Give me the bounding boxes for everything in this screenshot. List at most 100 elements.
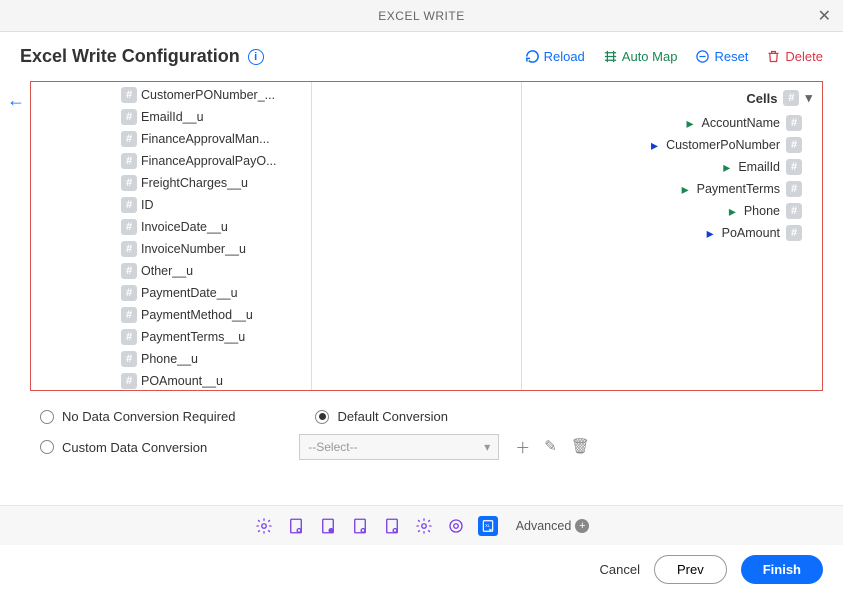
source-field-label: EmailId__u — [141, 110, 204, 124]
source-field[interactable]: #Phone__u — [121, 348, 331, 370]
target-field[interactable]: ▸AccountName# — [651, 112, 802, 134]
source-field[interactable]: # FinanceApprovalMan... — [121, 128, 331, 150]
source-field-label: PaymentMethod__u — [141, 308, 253, 322]
hash-icon: # — [121, 263, 137, 279]
select-placeholder: --Select-- — [308, 440, 357, 454]
page-arrow-icon[interactable] — [350, 516, 370, 536]
arrow-icon: ▸ — [686, 115, 693, 132]
target-field-label: CustomerPoNumber — [666, 138, 780, 152]
automap-button[interactable]: Auto Map — [603, 49, 678, 64]
hash-icon: # — [786, 137, 802, 153]
radio-no-data-conversion[interactable]: No Data Conversion Required — [40, 409, 235, 424]
target-field[interactable]: ▸Phone# — [651, 200, 802, 222]
radio-icon — [315, 410, 329, 424]
reset-label: Reset — [714, 49, 748, 64]
edit-icon[interactable]: ✎ — [544, 437, 557, 458]
delete-button[interactable]: Delete — [766, 49, 823, 64]
radio-icon — [40, 440, 54, 454]
info-icon[interactable]: i — [248, 49, 264, 65]
select-actions: ＋ ✎ 🗑 — [515, 437, 590, 458]
source-field[interactable]: #InvoiceDate__u — [121, 216, 331, 238]
arrow-icon: ▸ — [707, 225, 714, 242]
source-field-label: Phone__u — [141, 352, 198, 366]
source-field[interactable]: #PaymentTerms__u — [121, 326, 331, 348]
delete-label: Delete — [785, 49, 823, 64]
radio-label: Custom Data Conversion — [62, 440, 207, 455]
target-field[interactable]: ▸PoAmount# — [651, 222, 802, 244]
trash-icon[interactable]: 🗑 — [571, 437, 590, 458]
arrow-icon: ▸ — [682, 181, 689, 198]
prev-button[interactable]: Prev — [654, 555, 727, 584]
config-title: Excel Write Configuration — [20, 46, 240, 67]
close-icon[interactable]: ✕ — [818, 6, 831, 26]
hash-icon: # — [121, 285, 137, 301]
page-icon[interactable] — [286, 516, 306, 536]
back-arrow-icon[interactable]: ← — [7, 90, 25, 111]
reset-icon — [695, 49, 710, 64]
reset-button[interactable]: Reset — [695, 49, 748, 64]
hash-icon: # — [121, 307, 137, 323]
mapping-area: ← #CustomerPONumber_...#EmailId__u#Finan… — [30, 81, 823, 391]
source-field-label: POAmount__u — [141, 374, 223, 388]
gear-icon[interactable] — [254, 516, 274, 536]
gear-outline-icon[interactable] — [446, 516, 466, 536]
source-field-label: PaymentTerms__u — [141, 330, 245, 344]
automap-label: Auto Map — [622, 49, 678, 64]
hash-icon: # — [786, 225, 802, 241]
target-field-label: PaymentTerms — [697, 182, 780, 196]
arrow-icon: ▸ — [651, 137, 658, 154]
source-field-label: ID — [141, 198, 154, 212]
finish-button[interactable]: Finish — [741, 555, 823, 584]
target-field[interactable]: ▸ CustomerPoNumber # — [651, 134, 802, 156]
advanced-button[interactable]: Advanced + — [516, 519, 590, 533]
toolbar: Reload Auto Map Reset Delete — [525, 49, 823, 64]
hash-icon: # — [786, 181, 802, 197]
radio-custom-conversion[interactable]: Custom Data Conversion — [40, 440, 207, 455]
chevron-down-icon[interactable]: ▾ — [805, 90, 812, 106]
reload-button[interactable]: Reload — [525, 49, 585, 64]
config-bar: Excel Write Configuration i Reload Auto … — [0, 32, 843, 81]
add-icon[interactable]: ＋ — [515, 437, 530, 458]
cells-header[interactable]: Cells # ▾ — [746, 90, 812, 106]
plus-icon: + — [575, 519, 589, 533]
source-field[interactable]: #ID — [121, 194, 331, 216]
hash-icon: # — [121, 241, 137, 257]
page-config-icon[interactable] — [382, 516, 402, 536]
source-field[interactable]: #InvoiceNumber__u — [121, 238, 331, 260]
gear-icon[interactable] — [414, 516, 434, 536]
radio-default-conversion[interactable]: Default Conversion — [315, 409, 448, 424]
advanced-label: Advanced — [516, 519, 572, 533]
hash-icon: # — [121, 175, 137, 191]
source-field-label: InvoiceDate__u — [141, 220, 228, 234]
source-field[interactable]: #POAmount__u — [121, 370, 331, 392]
source-column: #CustomerPONumber_...#EmailId__u#Finance… — [121, 84, 331, 392]
target-column: ▸AccountName#▸CustomerPoNumber#▸EmailId#… — [651, 112, 802, 244]
source-field[interactable]: #FreightCharges__u — [121, 172, 331, 194]
hash-icon: # — [121, 131, 137, 147]
radio-label: Default Conversion — [337, 409, 448, 424]
dialog-header: EXCEL WRITE ✕ — [0, 0, 843, 32]
custom-conversion-row: Custom Data Conversion --Select-- ▾ ＋ ✎ … — [0, 430, 843, 470]
target-field-label: EmailId — [738, 160, 780, 174]
source-field[interactable]: #PaymentDate__u — [121, 282, 331, 304]
excel-write-icon[interactable]: XL — [478, 516, 498, 536]
reload-icon — [525, 49, 540, 64]
radio-icon — [40, 410, 54, 424]
target-field[interactable]: ▸ PaymentTerms # — [651, 178, 802, 200]
target-field[interactable]: ▸EmailId# — [651, 156, 802, 178]
source-field[interactable]: #FinanceApprovalPayO... — [121, 150, 331, 172]
source-field-label: Other__u — [141, 264, 193, 278]
conversion-select[interactable]: --Select-- ▾ — [299, 434, 499, 460]
config-title-row: Excel Write Configuration i — [20, 46, 264, 67]
cancel-button[interactable]: Cancel — [600, 562, 640, 577]
source-field[interactable]: # EmailId__u — [121, 106, 331, 128]
hash-icon: # — [121, 109, 137, 125]
conversion-row: No Data Conversion Required Default Conv… — [0, 401, 843, 430]
svg-text:XL: XL — [485, 523, 491, 528]
source-field[interactable]: # Other__u — [121, 260, 331, 282]
page-gear-icon[interactable] — [318, 516, 338, 536]
hash-icon: # — [786, 159, 802, 175]
source-field-label: FinanceApprovalMan... — [141, 132, 270, 146]
source-field[interactable]: #CustomerPONumber_... — [121, 84, 331, 106]
source-field[interactable]: # PaymentMethod__u — [121, 304, 331, 326]
